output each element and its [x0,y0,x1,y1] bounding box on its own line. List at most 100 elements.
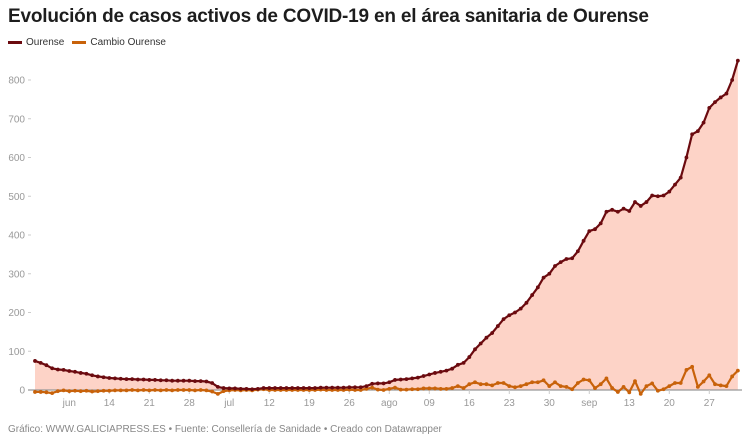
data-point-ourense [513,310,517,315]
data-point-ourense [67,369,72,373]
data-point-ourense [278,386,283,390]
data-point-cambio [627,390,632,395]
data-point-ourense [50,366,55,371]
data-point-ourense [455,362,460,367]
data-point-cambio [535,380,540,385]
data-point-ourense [387,380,392,385]
data-point-ourense [438,369,443,374]
data-point-ourense [61,367,66,372]
data-point-cambio [198,388,203,392]
data-point-ourense [250,387,255,392]
data-point-ourense [381,381,386,386]
data-point-cambio [678,381,683,385]
data-point-ourense [724,91,729,96]
data-point-cambio [398,387,403,392]
legend-label: Cambio Ourense [90,37,166,48]
data-point-ourense [364,384,369,389]
y-tick-label: 700 [8,114,25,125]
data-point-cambio [484,382,489,387]
data-point-ourense [295,386,300,390]
data-point-cambio [67,389,72,394]
data-point-ourense [570,256,575,261]
data-point-cambio [684,367,689,372]
data-point-ourense [175,378,180,383]
data-point-ourense [415,375,420,380]
data-point-ourense [130,377,135,382]
footer-credits: Gráfico: WWW.GALICIAPRESS.ES • Fuente: C… [8,424,442,435]
x-tick-label: ago [381,398,398,409]
data-point-cambio [375,387,380,392]
data-point-cambio [558,384,563,389]
data-point-cambio [50,391,55,395]
data-point-ourense [564,257,569,261]
data-point-cambio [467,382,472,387]
x-tick-label: jul [223,398,234,409]
x-tick-label: 20 [664,398,676,409]
x-tick-label: 26 [344,398,356,409]
data-point-cambio [724,384,729,389]
data-point-ourense [284,386,289,390]
data-point-cambio [655,388,660,393]
data-point-ourense [450,366,455,371]
line-ourense [34,60,739,391]
data-point-ourense [427,372,432,377]
data-point-ourense [141,377,146,382]
legend-label: Ourense [26,37,65,48]
data-point-cambio [404,387,409,392]
data-point-cambio [638,391,643,396]
legend-swatch [8,41,22,44]
data-point-cambio [507,384,512,389]
data-point-ourense [135,377,140,382]
data-point-cambio [153,388,157,392]
data-point-cambio [490,383,495,388]
data-point-cambio [621,385,626,389]
legend-item-ourense: Ourense [8,37,64,48]
data-point-cambio [147,388,152,393]
data-point-ourense [347,385,352,390]
data-point-cambio [438,386,443,391]
data-point-cambio [38,390,43,394]
x-tick-label: jun [62,398,76,409]
data-point-ourense [187,378,192,383]
data-point-ourense [638,204,643,208]
data-point-cambio [707,373,712,378]
data-point-cambio [673,381,677,385]
data-point-cambio [615,390,620,394]
data-point-ourense [661,193,666,198]
data-point-ourense [673,182,677,187]
legend-swatch [72,41,87,44]
data-point-ourense [73,369,77,374]
data-point-cambio [701,379,706,384]
data-point-cambio [73,388,77,393]
data-point-ourense [610,207,615,212]
data-point-cambio [427,386,432,391]
data-point-cambio [513,385,517,390]
data-point-cambio [370,385,375,390]
data-point-cambio [650,381,655,386]
data-point-ourense [684,155,689,160]
data-point-cambio [381,388,386,392]
data-point-cambio [410,387,415,392]
data-point-ourense [581,238,586,243]
data-point-ourense [484,335,489,340]
x-tick-label: 27 [704,398,716,409]
data-point-ourense [473,347,477,352]
data-point-ourense [204,379,209,384]
data-point-ourense [335,385,340,390]
data-point-cambio [393,385,397,390]
data-point-ourense [193,379,197,383]
data-point-ourense [421,374,426,378]
data-point-cambio [158,388,163,393]
y-tick-label: 800 [8,76,25,87]
data-point-cambio [593,386,597,390]
data-point-ourense [164,378,169,383]
data-point-ourense [267,386,272,390]
data-point-cambio [661,387,666,392]
data-point-ourense [490,331,495,335]
data-point-ourense [215,385,220,389]
data-point-ourense [433,371,437,375]
data-point-ourense [370,381,375,386]
data-point-ourense [210,381,215,385]
data-point-ourense [695,129,700,134]
data-point-ourense [55,367,60,372]
